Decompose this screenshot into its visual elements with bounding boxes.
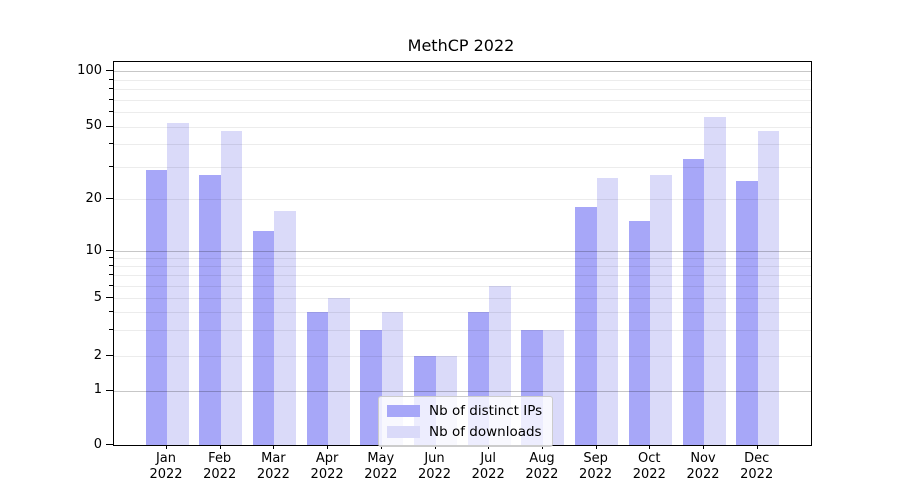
y-minor-tick-mark [109,143,113,145]
x-tick-mark [166,445,167,449]
bar-distinct-ips-oct [628,220,651,445]
y-tick-label: 1 [93,382,102,397]
x-tick-label: Dec 2022 [740,451,774,482]
bar-downloads-nov [704,117,726,445]
y-tick-label: 50 [85,118,102,133]
bar-distinct-ips-mar [252,231,275,445]
y-tick-mark [106,250,113,251]
bar-downloads-oct [650,175,672,445]
legend-label-downloads: Nb of downloads [429,424,542,440]
y-minor-tick-mark [109,274,113,276]
y-tick-label: 20 [85,190,102,206]
gridline-y-1 [114,390,811,392]
y-minor-tick-mark [109,311,113,313]
bar-downloads-sep [596,178,619,445]
x-tick-label: Nov 2022 [686,451,720,482]
x-tick-mark [219,445,221,449]
y-tick-mark [106,389,113,391]
y-tick-label: 10 [85,242,102,258]
x-tick-label: Aug 2022 [525,451,559,482]
bar-distinct-ips-dec [736,181,758,445]
legend-swatch-downloads [387,426,420,438]
y-tick-mark [106,297,113,298]
gridline-y-60 [114,111,811,113]
gridline-y-20 [114,199,811,200]
y-minor-tick-mark [109,98,113,100]
gridline-y-10 [114,251,811,252]
gridline-y-6 [114,285,811,287]
gridline-y-90 [114,79,811,81]
gridline-y-8 [114,266,811,268]
x-tick-mark [434,445,436,449]
legend-item: Nb of distinct IPs [387,403,542,419]
y-minor-tick-mark [109,265,113,267]
bar-distinct-ips-sep [575,206,597,445]
legend-label-distinct-ips: Nb of distinct IPs [429,403,543,419]
gridline-y-5 [114,298,811,299]
gridline-y-3 [114,330,811,332]
y-minor-tick-mark [109,78,113,80]
legend-item: Nb of downloads [387,424,542,440]
y-tick-mark [106,355,113,356]
y-tick-mark [106,444,113,445]
x-tick-label: Jan 2022 [149,451,183,482]
x-tick-mark [595,445,597,449]
bar-downloads-feb [220,131,243,445]
x-tick-label: Feb 2022 [203,451,237,482]
y-tick-label: 2 [93,347,102,363]
bar-distinct-ips-may [360,330,382,445]
chart-title: MethCP 2022 [407,36,515,55]
x-tick-label: Jul 2022 [471,451,505,482]
y-minor-tick-mark [109,284,113,286]
y-tick-label: 5 [93,289,102,305]
gridline-y-70 [114,99,811,101]
x-tick-mark [488,445,490,449]
gridline-y-4 [114,312,811,314]
x-tick-mark [703,445,704,449]
x-tick-mark [541,445,543,449]
x-tick-mark [649,445,651,449]
gridline-y-100 [114,71,811,73]
gridline-y-30 [114,166,811,168]
bar-distinct-ips-jan [145,169,167,445]
y-minor-tick-mark [109,329,113,331]
legend-swatch-distinct-ips [387,405,420,417]
gridline-y-50 [114,126,811,128]
gridline-y-2 [114,356,811,357]
x-tick-label: May 2022 [364,451,398,482]
y-minor-tick-mark [109,110,113,112]
bar-downloads-dec [757,131,780,445]
y-tick-label: 0 [93,436,102,452]
plot-area: Nb of distinct IPs Nb of downloads [113,61,812,447]
bar-downloads-mar [274,211,296,445]
x-tick-label: Sep 2022 [579,451,613,482]
bar-distinct-ips-feb [199,175,221,445]
y-minor-tick-mark [109,88,113,90]
y-tick-mark [106,125,113,127]
bar-distinct-ips-nov [682,159,704,445]
x-tick-label: Mar 2022 [256,451,290,482]
y-tick-mark [106,70,113,72]
x-tick-label: Oct 2022 [632,451,666,482]
y-tick-label: 100 [77,62,102,78]
bar-downloads-apr [328,298,350,445]
gridline-y-9 [114,258,811,260]
bar-downloads-jan [167,123,189,445]
x-tick-mark [273,445,275,449]
bar-distinct-ips-apr [306,312,329,445]
legend: Nb of distinct IPs Nb of downloads [378,396,554,447]
x-tick-mark [380,445,382,449]
gridline-y-7 [114,275,811,277]
gridline-y-40 [114,144,811,146]
x-tick-mark [756,445,758,449]
x-tick-label: Apr 2022 [310,451,344,482]
x-tick-mark [327,445,329,449]
x-tick-label: Jun 2022 [417,451,452,482]
y-minor-tick-mark [109,257,113,259]
y-tick-mark [106,198,113,199]
y-minor-tick-mark [109,165,113,167]
gridline-y-80 [114,89,811,91]
